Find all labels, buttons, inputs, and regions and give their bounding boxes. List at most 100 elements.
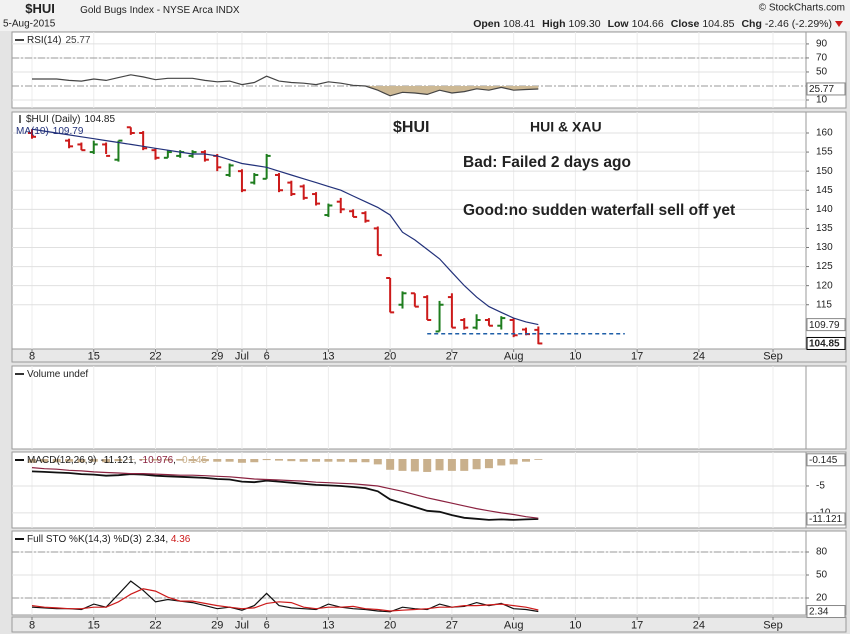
value-tag-label: -0.145 (809, 455, 838, 466)
value-tag (806, 453, 846, 467)
histogram-bar (349, 459, 358, 463)
histogram-bar (163, 459, 172, 461)
histogram-bar (262, 459, 271, 461)
date-strip (11, 348, 847, 363)
plot-area (32, 74, 539, 97)
quote-value: 109.30 (568, 18, 600, 30)
histogram-bar (423, 459, 432, 472)
quote-label: Open (473, 18, 500, 30)
source: © StockCharts.com (759, 3, 845, 14)
x-tick-label: Sep (763, 350, 783, 362)
y-tick-label: 145 (816, 185, 833, 196)
series-line (31, 470, 539, 521)
series-name: MA(10) (16, 126, 49, 137)
histogram-bar (275, 459, 283, 461)
y-tick-label: 125 (816, 261, 833, 272)
histogram-bar (188, 459, 197, 462)
histogram-bar (114, 459, 123, 462)
histogram-bar (28, 459, 36, 463)
series-line (32, 74, 539, 97)
y-tick-label: 155 (816, 147, 833, 158)
legend-value: 4.36 (171, 534, 191, 545)
quote-value: 104.66 (632, 18, 664, 30)
panel (11, 365, 847, 450)
panel (11, 451, 847, 529)
histogram-bar (299, 459, 308, 462)
legend-value: 2.34 (146, 534, 166, 545)
histogram-bar (386, 459, 395, 470)
legend-separator: , (134, 455, 140, 466)
plot-area (31, 580, 539, 613)
x-tick-label: 27 (446, 350, 458, 362)
histogram-bar (139, 459, 148, 461)
histogram-bar (126, 459, 135, 460)
y-tick-label: 160 (816, 128, 833, 139)
panel (11, 111, 847, 350)
histogram-bar (509, 459, 518, 465)
x-tick-label: 13 (322, 350, 334, 362)
series-name: $HUI (Daily) (26, 114, 80, 125)
histogram-bar (410, 459, 419, 472)
panel-legend: MACD(12,26,9) -11.121, -10.976, -0.145 (27, 455, 207, 466)
histogram-bar (522, 459, 530, 462)
histogram-bar (89, 459, 98, 462)
histogram-bar (336, 459, 345, 462)
x-tick-label: 29 (211, 350, 223, 362)
x-tick-label: 29 (211, 619, 223, 631)
y-tick-label: 150 (816, 166, 833, 177)
histogram-bar (151, 459, 160, 461)
histogram-bar (435, 459, 444, 471)
y-tick-label: 50 (816, 570, 828, 581)
y-tick-label: 10 (816, 95, 828, 106)
value-tag-label: 109.79 (809, 320, 840, 331)
quote-label: Chg (741, 18, 761, 30)
value-tag (806, 82, 846, 96)
histogram-bar (176, 459, 185, 461)
panel (11, 530, 847, 616)
x-tick-label: 20 (384, 350, 396, 362)
quote-label: Close (671, 18, 700, 30)
header-title: $HUI Gold Bugs Index - NYSE Arca INDX (3, 1, 253, 18)
histogram-bar (373, 459, 382, 465)
x-tick-label: 17 (631, 619, 643, 631)
histogram-bar (312, 459, 321, 462)
date-strip (11, 616, 847, 633)
legend-value: -0.145 (179, 455, 208, 466)
x-tick-label: 6 (264, 619, 270, 631)
value-tag (806, 318, 846, 332)
x-tick-label: Jul (235, 350, 249, 362)
x-tick-label: 20 (384, 619, 396, 631)
histogram-bar (287, 459, 296, 462)
panel-legend: Full STO %K(14,3) %D(3) 2.34, 4.36 (27, 534, 191, 545)
legend-value: -11.121 (100, 455, 134, 466)
value-tag-label: -11.121 (809, 514, 843, 525)
x-tick-label: 15 (88, 350, 100, 362)
panel (11, 31, 847, 109)
legend-separator: , (173, 455, 179, 466)
header-date: 5-Aug-2015 (3, 19, 56, 30)
y-tick-label: 115 (816, 299, 832, 310)
histogram-bar (200, 459, 209, 462)
histogram-bar (534, 459, 543, 460)
histogram-bar (472, 459, 481, 470)
histogram-bar (324, 459, 333, 462)
y-tick-label: 130 (816, 242, 833, 253)
plot-area (28, 459, 543, 521)
panel-title: RSI(14) (27, 35, 61, 46)
annotation: HUI & XAU (530, 119, 602, 135)
annotation: $HUI (393, 119, 429, 136)
y-tick-label: 50 (816, 67, 828, 78)
x-tick-label: 24 (693, 619, 705, 631)
x-tick-label: 27 (446, 619, 458, 631)
histogram-bar (77, 459, 86, 463)
histogram-bar (250, 459, 259, 463)
quote-value: 104.85 (702, 18, 734, 30)
x-tick-label: 22 (149, 619, 161, 631)
change-arrow (835, 21, 843, 27)
value-tag-label: 25.77 (809, 84, 834, 95)
y-tick-label: 80 (816, 547, 828, 558)
quote-value: -2.46 (-2.29%) (765, 18, 832, 30)
value-tag-label: 104.85 (809, 339, 840, 350)
x-tick-label: 8 (29, 350, 35, 362)
panel-legend: RSI(14) 25.77 (27, 35, 91, 46)
